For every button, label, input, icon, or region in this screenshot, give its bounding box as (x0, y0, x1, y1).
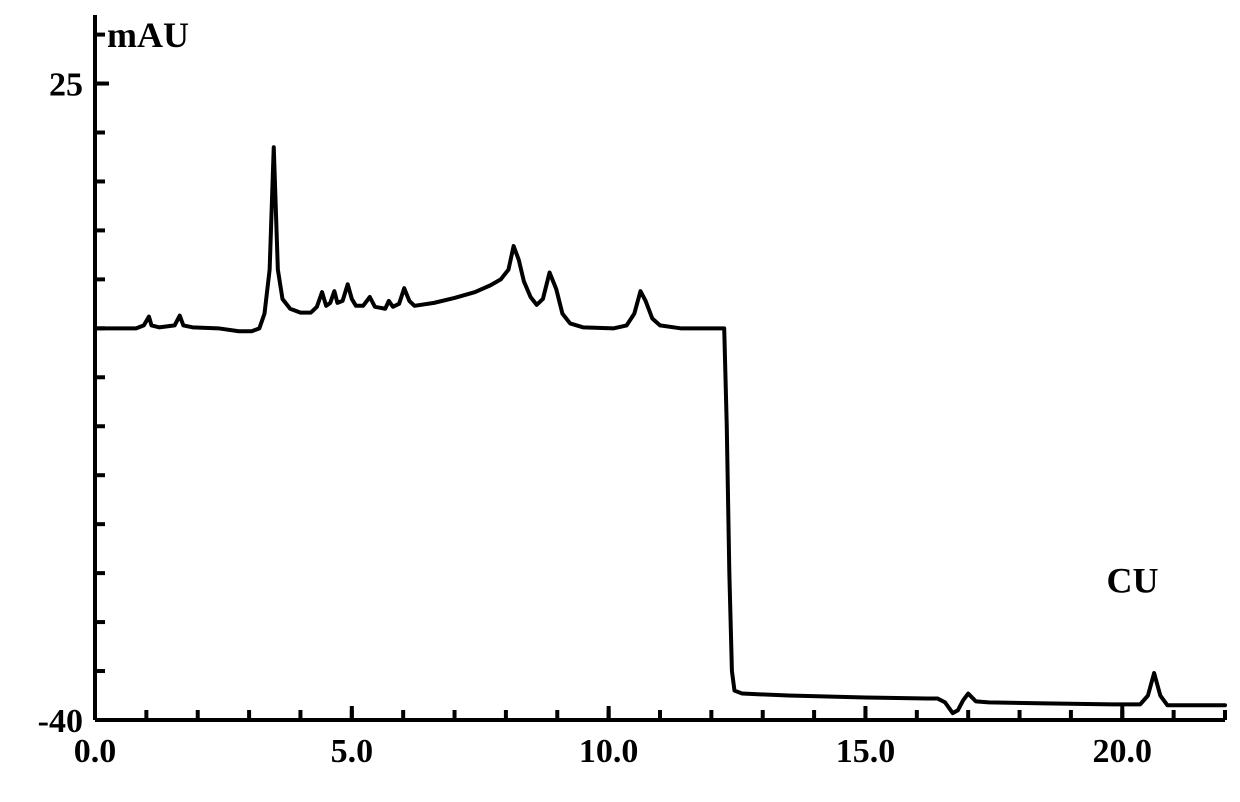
x-tick-label: 10.0 (579, 733, 639, 770)
y-tick-label: -40 (38, 703, 83, 740)
x-tick-label: 5.0 (331, 733, 374, 770)
chart-svg: 0.05.010.015.020.0-4025mAUCU (0, 0, 1240, 802)
y-tick-label: 25 (49, 67, 83, 104)
x-tick-label: 15.0 (836, 733, 896, 770)
peak-annotation: CU (1107, 561, 1159, 601)
x-tick-label: 20.0 (1093, 733, 1153, 770)
chromatogram-chart: 0.05.010.015.020.0-4025mAUCU (0, 0, 1240, 802)
y-axis-label: mAU (107, 15, 189, 55)
chart-background (0, 0, 1240, 802)
